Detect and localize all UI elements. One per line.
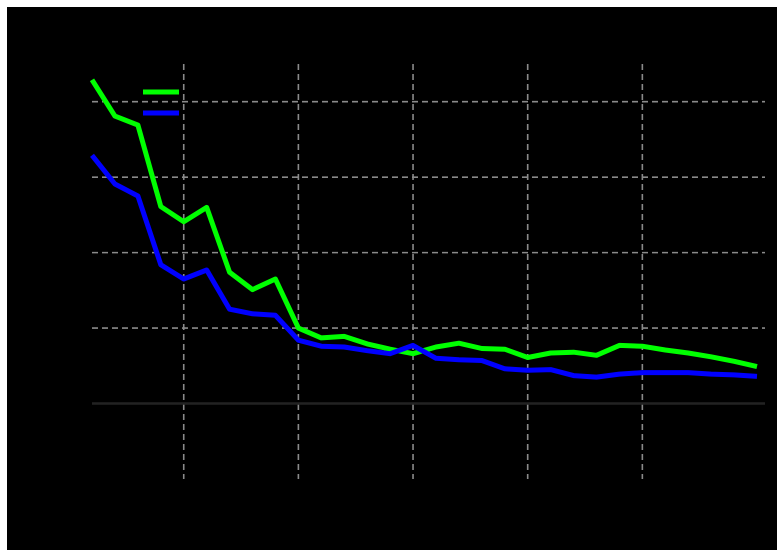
series-line-1 <box>90 153 758 380</box>
legend <box>143 89 179 116</box>
series-layer <box>89 78 758 380</box>
plot-background <box>7 7 777 550</box>
grid <box>92 64 765 479</box>
